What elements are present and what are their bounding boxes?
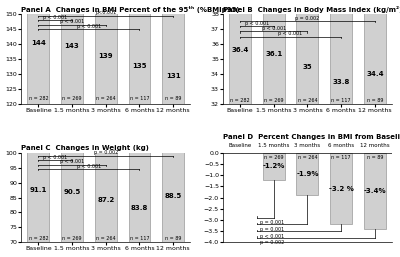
Bar <box>95 0 117 242</box>
Bar <box>27 0 49 242</box>
Text: p < 0.001: p < 0.001 <box>60 159 84 164</box>
Text: 1.5 months: 1.5 months <box>258 143 290 148</box>
Text: Panel B  Changes in Body Mass Index (kg/m²): Panel B Changes in Body Mass Index (kg/m… <box>223 6 400 13</box>
Text: n = 282: n = 282 <box>230 98 250 103</box>
Text: 87.2: 87.2 <box>97 197 114 203</box>
Text: 131: 131 <box>166 73 180 79</box>
Text: n = 264: n = 264 <box>298 154 317 160</box>
Bar <box>162 0 184 104</box>
Text: 88.5: 88.5 <box>164 194 182 199</box>
Text: 91.1: 91.1 <box>30 187 47 193</box>
Bar <box>162 0 184 242</box>
Text: Panel A  Changes in BMI Percent of the 95ᵗʰ (%BMIp95): Panel A Changes in BMI Percent of the 95… <box>22 6 240 13</box>
Text: p = 0.002: p = 0.002 <box>260 241 284 245</box>
Text: p < 0.001: p < 0.001 <box>260 234 284 239</box>
Text: 143: 143 <box>65 42 80 49</box>
Text: n = 269: n = 269 <box>264 98 284 103</box>
Text: Baseline: Baseline <box>228 143 252 148</box>
Text: p < 0.001: p < 0.001 <box>43 155 67 160</box>
Text: p < 0.001: p < 0.001 <box>77 164 101 169</box>
Bar <box>330 153 352 224</box>
Text: n = 117: n = 117 <box>130 96 149 102</box>
Text: n = 89: n = 89 <box>367 98 383 103</box>
Text: 83.8: 83.8 <box>131 205 148 211</box>
Text: p < 0.001: p < 0.001 <box>43 15 67 20</box>
Bar <box>296 0 318 104</box>
Text: -1.2%: -1.2% <box>262 163 285 169</box>
Text: n = 264: n = 264 <box>96 96 116 102</box>
Text: n = 282: n = 282 <box>28 96 48 102</box>
Text: n = 282: n = 282 <box>28 236 48 241</box>
Text: 36.4: 36.4 <box>231 47 249 53</box>
Bar <box>27 0 49 104</box>
Text: -1.9%: -1.9% <box>296 171 319 177</box>
Text: -3.2 %: -3.2 % <box>329 186 354 191</box>
Text: 144: 144 <box>31 40 46 46</box>
Text: p<0.001: p<0.001 <box>95 10 116 15</box>
Text: 139: 139 <box>98 53 113 59</box>
Text: n = 89: n = 89 <box>165 96 181 102</box>
Bar <box>128 0 150 242</box>
Text: p < 0.001: p < 0.001 <box>262 26 286 31</box>
Bar <box>95 0 117 104</box>
Text: -3.4%: -3.4% <box>364 188 386 194</box>
Bar <box>229 0 251 104</box>
Bar <box>61 0 83 104</box>
Text: n = 269: n = 269 <box>264 154 284 160</box>
Text: 135: 135 <box>132 63 147 69</box>
Text: n = 269: n = 269 <box>62 236 82 241</box>
Text: n = 269: n = 269 <box>62 96 82 102</box>
Text: 36.1: 36.1 <box>265 51 282 57</box>
Text: n = 117: n = 117 <box>331 98 351 103</box>
Bar <box>61 0 83 242</box>
Text: 34.4: 34.4 <box>366 71 384 78</box>
Bar <box>263 0 285 104</box>
Bar <box>364 153 386 229</box>
Text: n = 264: n = 264 <box>298 98 317 103</box>
Text: 6 months: 6 months <box>328 143 354 148</box>
Bar <box>364 0 386 104</box>
Text: p = 0.001: p = 0.001 <box>260 220 284 225</box>
Text: 12 months: 12 months <box>360 143 390 148</box>
Text: 35: 35 <box>303 64 312 70</box>
Bar <box>263 153 285 180</box>
Bar <box>296 153 318 195</box>
Text: n = 117: n = 117 <box>331 154 351 160</box>
Text: n = 89: n = 89 <box>165 236 181 241</box>
Text: p = 0.002: p = 0.002 <box>295 16 320 21</box>
Bar <box>330 0 352 104</box>
Text: p < 0.001: p < 0.001 <box>278 31 303 36</box>
Text: p < 0.001: p < 0.001 <box>77 24 101 29</box>
Text: n = 264: n = 264 <box>96 236 116 241</box>
Bar <box>128 0 150 104</box>
Text: Panel C  Changes in Weight (kg): Panel C Changes in Weight (kg) <box>22 145 149 151</box>
Text: p < 0.001: p < 0.001 <box>60 19 84 24</box>
Text: n = 89: n = 89 <box>367 154 383 160</box>
Text: n = 117: n = 117 <box>130 236 149 241</box>
Text: Panel D  Percent Changes in BMI from Baseline: Panel D Percent Changes in BMI from Base… <box>223 134 400 140</box>
Text: 33.8: 33.8 <box>332 79 350 85</box>
Text: p = 0.002: p = 0.002 <box>94 150 118 155</box>
Text: p < 0.001: p < 0.001 <box>245 21 269 26</box>
Text: p = 0.001: p = 0.001 <box>260 227 284 232</box>
Text: 3 months: 3 months <box>294 143 320 148</box>
Text: 90.5: 90.5 <box>64 188 81 195</box>
